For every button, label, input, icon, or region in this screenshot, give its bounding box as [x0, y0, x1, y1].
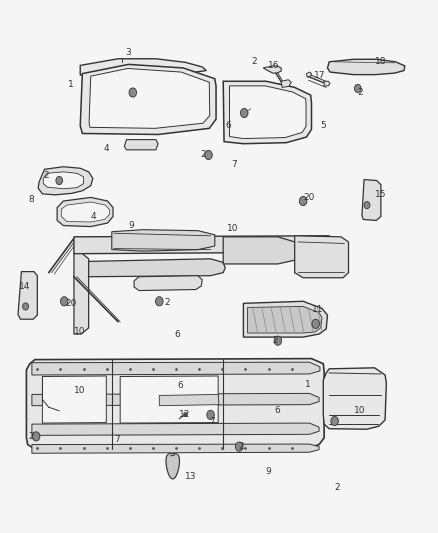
Circle shape [312, 319, 319, 328]
Text: 2: 2 [28, 432, 34, 441]
Circle shape [32, 432, 40, 441]
Circle shape [56, 176, 63, 184]
Polygon shape [32, 393, 319, 406]
Text: 2: 2 [272, 336, 278, 345]
Polygon shape [223, 81, 311, 144]
Text: 9: 9 [129, 221, 134, 230]
Polygon shape [88, 259, 225, 277]
Circle shape [207, 410, 214, 419]
Text: 9: 9 [266, 467, 272, 475]
Text: 4: 4 [104, 144, 110, 154]
Circle shape [23, 303, 28, 310]
Polygon shape [324, 81, 330, 86]
Text: 10: 10 [353, 406, 365, 415]
Text: 11: 11 [311, 305, 323, 314]
Polygon shape [223, 237, 302, 264]
Text: 2: 2 [164, 298, 170, 307]
Polygon shape [38, 167, 93, 195]
Polygon shape [32, 423, 319, 435]
Text: 18: 18 [374, 58, 386, 66]
Text: 15: 15 [374, 190, 386, 199]
Text: 2: 2 [43, 171, 49, 180]
Text: 2: 2 [251, 58, 257, 66]
Text: 10: 10 [74, 386, 85, 395]
Text: 5: 5 [320, 122, 326, 130]
Polygon shape [263, 66, 281, 73]
Text: 8: 8 [28, 196, 34, 205]
Text: 2: 2 [238, 442, 244, 451]
Text: 10: 10 [227, 224, 239, 232]
Polygon shape [295, 236, 349, 278]
Polygon shape [32, 362, 320, 375]
Polygon shape [307, 72, 311, 77]
Polygon shape [80, 59, 206, 75]
Text: 4: 4 [91, 212, 96, 221]
Text: 2: 2 [335, 483, 340, 492]
Text: 14: 14 [19, 282, 31, 292]
Polygon shape [57, 197, 113, 227]
Circle shape [155, 297, 163, 306]
Text: 6: 6 [177, 381, 183, 390]
Text: 2: 2 [201, 150, 206, 159]
Polygon shape [166, 453, 180, 479]
Polygon shape [281, 80, 291, 87]
Polygon shape [328, 59, 405, 75]
Polygon shape [362, 180, 381, 221]
Polygon shape [18, 272, 37, 319]
Polygon shape [80, 64, 216, 134]
Polygon shape [42, 376, 106, 423]
Polygon shape [124, 140, 158, 150]
Text: 7: 7 [232, 160, 237, 168]
Circle shape [205, 150, 212, 159]
Circle shape [364, 201, 370, 209]
Polygon shape [112, 230, 215, 251]
Polygon shape [74, 254, 88, 334]
Polygon shape [323, 368, 386, 429]
Polygon shape [244, 301, 328, 337]
Polygon shape [61, 202, 110, 222]
Circle shape [235, 442, 243, 451]
Polygon shape [89, 68, 210, 128]
Circle shape [129, 88, 137, 97]
Polygon shape [74, 236, 345, 254]
Polygon shape [230, 86, 306, 139]
Circle shape [354, 84, 361, 93]
Text: 6: 6 [175, 329, 180, 338]
Circle shape [240, 108, 248, 118]
Text: 6: 6 [274, 406, 280, 415]
Text: 7: 7 [114, 435, 120, 444]
Text: 20: 20 [303, 193, 314, 202]
Polygon shape [26, 359, 324, 449]
Polygon shape [43, 172, 84, 189]
Text: 16: 16 [268, 61, 279, 69]
Circle shape [274, 336, 282, 345]
Text: 12: 12 [179, 410, 191, 419]
Text: 13: 13 [185, 472, 197, 481]
Polygon shape [32, 444, 319, 453]
Circle shape [331, 416, 339, 426]
Circle shape [60, 297, 68, 306]
Text: 7: 7 [209, 416, 215, 425]
Text: 10: 10 [74, 327, 85, 336]
Text: 3: 3 [126, 48, 131, 56]
Text: 6: 6 [226, 122, 232, 130]
Text: 17: 17 [314, 71, 326, 80]
Polygon shape [247, 306, 322, 333]
Text: 2: 2 [358, 88, 364, 97]
Text: 20: 20 [66, 299, 77, 308]
Polygon shape [120, 376, 218, 423]
Polygon shape [134, 276, 202, 290]
Circle shape [299, 196, 307, 206]
Text: 1: 1 [305, 379, 311, 389]
Polygon shape [159, 394, 219, 406]
Text: 1: 1 [68, 80, 74, 90]
